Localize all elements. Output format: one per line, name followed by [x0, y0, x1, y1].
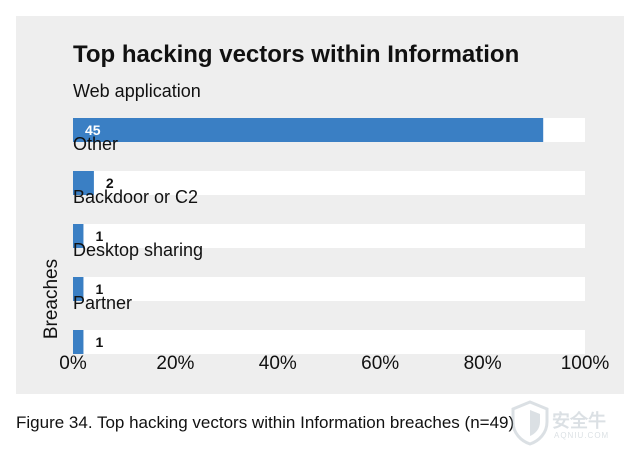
x-tick-label: 20% [156, 353, 194, 374]
data-label: 2 [106, 175, 114, 191]
bar [73, 171, 94, 195]
bar [73, 277, 84, 301]
x-tick-label: 100% [561, 353, 610, 374]
category-label: Other [73, 134, 118, 154]
data-label: 45 [85, 122, 101, 138]
bar [73, 330, 84, 354]
watermark-subtext: AQNIU.COM [554, 431, 610, 440]
bar-track [73, 171, 585, 195]
x-tick-label: 80% [464, 353, 502, 374]
category-label: Web application [73, 81, 201, 101]
watermark: 安全牛 AQNIU.COM [510, 400, 630, 450]
chart-panel: Top hacking vectors within Information Br… [16, 16, 624, 394]
data-label: 1 [95, 334, 103, 350]
bar-track [73, 277, 585, 301]
watermark-text: 安全牛 [552, 411, 606, 431]
category-label: Desktop sharing [73, 240, 203, 260]
shield-logo-icon [511, 400, 549, 446]
bar [73, 118, 544, 142]
data-label: 1 [95, 228, 103, 244]
figure-caption: Figure 34. Top hacking vectors within In… [16, 413, 515, 432]
chart: Top hacking vectors within Information Br… [41, 41, 610, 374]
bar-track [73, 224, 585, 248]
x-tick-label: 0% [59, 353, 87, 374]
x-tick-label: 60% [361, 353, 399, 374]
category-label: Partner [73, 293, 132, 313]
category-label: Backdoor or C2 [73, 187, 198, 207]
y-axis-label: Breaches [41, 259, 62, 339]
bar-track [73, 330, 585, 354]
chart-title: Top hacking vectors within Information [73, 41, 519, 68]
x-tick-label: 40% [259, 353, 297, 374]
data-label: 1 [95, 281, 103, 297]
bar [73, 224, 84, 248]
